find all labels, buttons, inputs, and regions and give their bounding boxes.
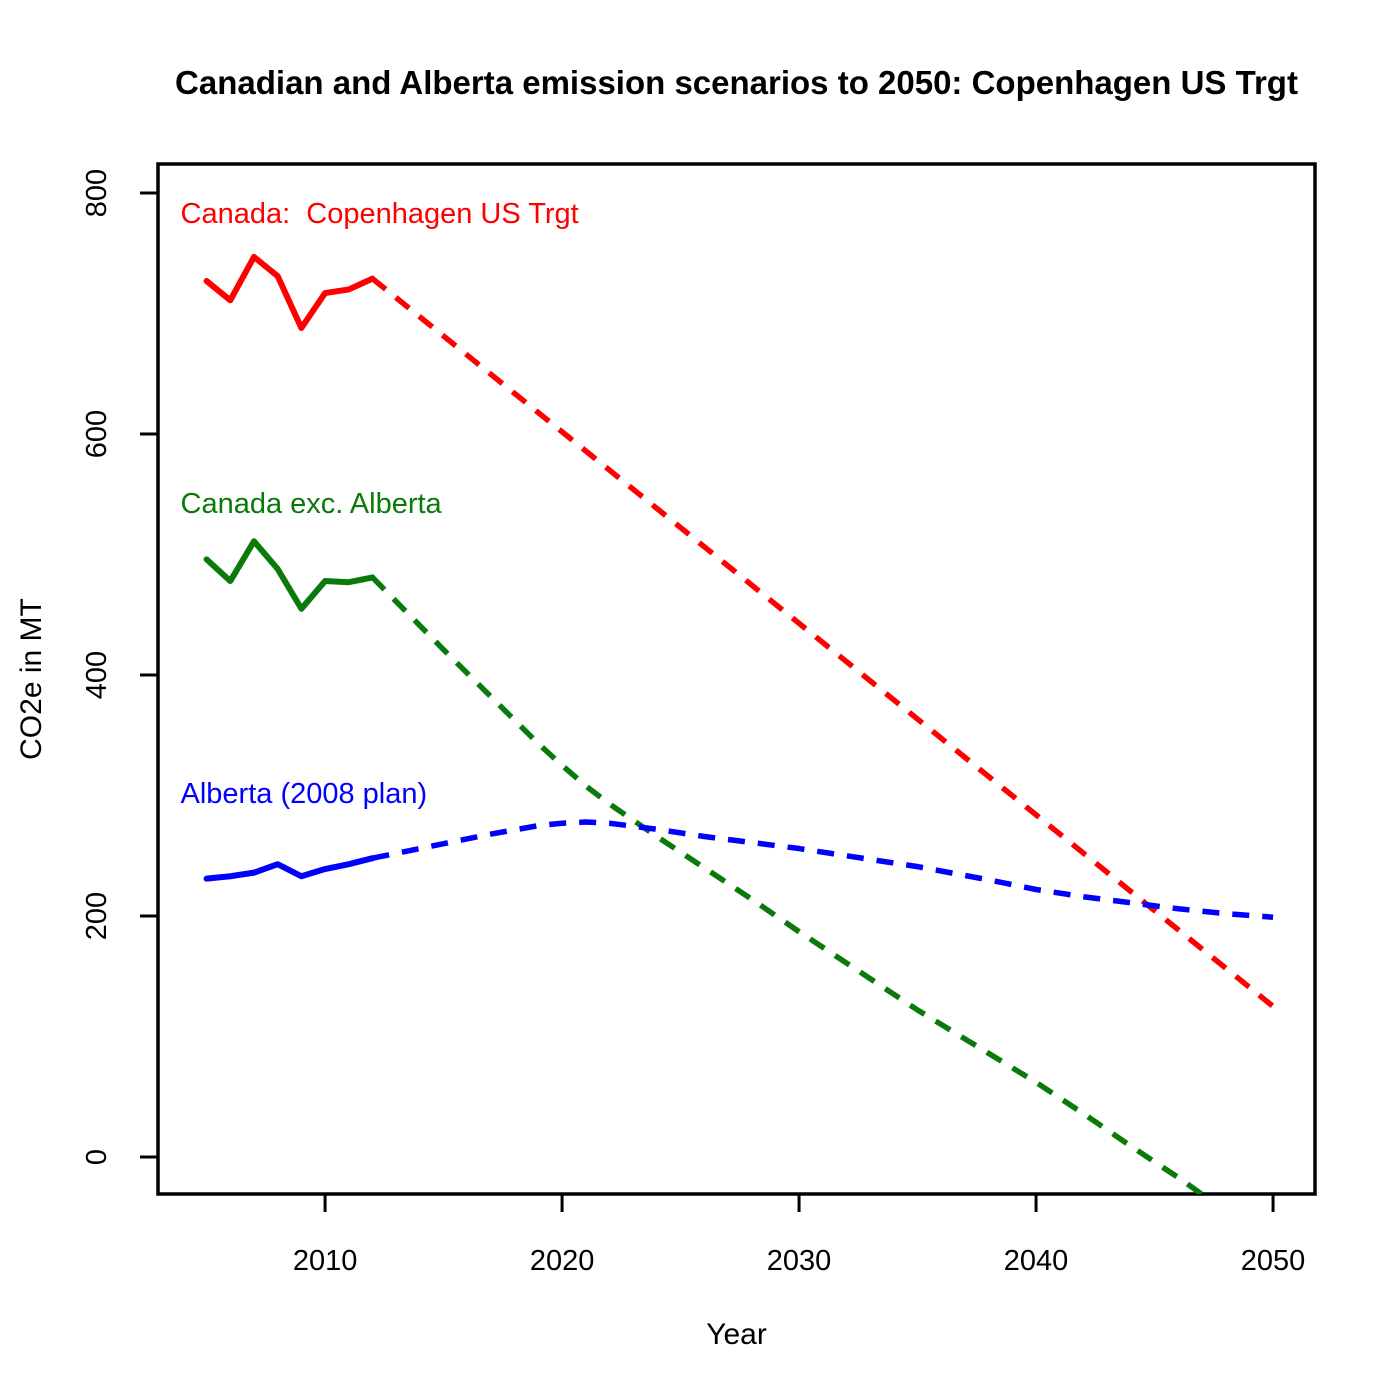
series-line-dashed-canada-copenhagen-target — [370, 276, 1275, 1009]
series-line-dashed-alberta-2008-plan — [371, 819, 1274, 920]
y-tick-label: 800 — [81, 169, 113, 217]
y-tick-label: 0 — [81, 1149, 113, 1165]
x-tick-label: 2020 — [530, 1245, 595, 1277]
x-axis-title: Year — [706, 1318, 767, 1351]
x-tick-label: 2010 — [293, 1245, 358, 1277]
series-line-solid-canada-excluding-alberta — [203, 538, 376, 612]
plot-box — [156, 162, 1317, 1196]
chart-title: Canadian and Alberta emission scenarios … — [175, 64, 1298, 101]
x-tick-label: 2040 — [1004, 1245, 1069, 1277]
series-lines — [203, 253, 1275, 1194]
y-tick-label: 600 — [81, 410, 113, 458]
series-label-alberta-plan: Alberta (2008 plan) — [180, 777, 428, 810]
y-axis-title: CO2e in MT — [15, 598, 48, 760]
series-label-canada-target: Canada: Copenhagen US Trgt — [180, 198, 579, 231]
series-label-canada-exc-alberta: Canada exc. Alberta — [180, 487, 442, 520]
series-line-dashed-canada-excluding-alberta — [370, 575, 1207, 1194]
series-line-solid-canada-copenhagen-target — [203, 253, 376, 331]
y-tick-label: 200 — [81, 892, 113, 940]
y-tick-label: 400 — [81, 651, 113, 699]
series-line-solid-alberta-2008-plan — [203, 855, 376, 882]
x-tick-label: 2030 — [767, 1245, 832, 1277]
x-tick-label: 2050 — [1241, 1245, 1306, 1277]
